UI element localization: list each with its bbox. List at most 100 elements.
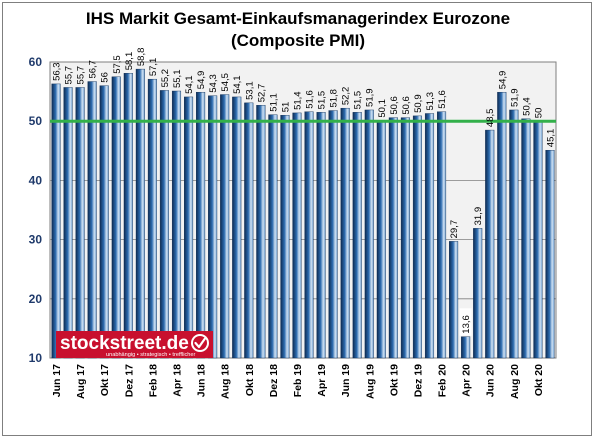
x-tick-label: Okt 18	[244, 364, 256, 396]
bar	[220, 94, 230, 359]
x-tick-label: Jun 20	[485, 364, 497, 397]
bar	[328, 110, 338, 359]
bar	[123, 73, 133, 359]
bar	[364, 109, 374, 359]
data-label: 51,9	[365, 88, 376, 107]
y-tick-label: 30	[29, 233, 43, 247]
data-label: 54,1	[232, 75, 243, 94]
data-label: 57,5	[112, 55, 123, 74]
bar	[533, 120, 543, 359]
y-tick-label: 40	[29, 173, 43, 187]
x-tick-label: Jun 17	[51, 364, 63, 397]
data-label: 56	[100, 72, 111, 83]
data-label: 50	[533, 108, 544, 119]
bar	[304, 111, 314, 359]
y-tick-label: 20	[29, 292, 43, 306]
stockstreet-watermark: stockstreet.de unabhängig • strategisch …	[56, 331, 213, 358]
bar	[545, 150, 555, 359]
data-label: 51,6	[437, 90, 448, 109]
bar	[292, 112, 302, 359]
data-label: 55,7	[76, 66, 87, 85]
data-label: 52,7	[256, 84, 267, 103]
data-label: 51,3	[425, 92, 436, 111]
data-label: 54,9	[497, 71, 508, 90]
y-tick-label: 60	[29, 55, 43, 69]
x-tick-label: Dez 17	[123, 364, 135, 397]
x-tick-label: Apr 18	[172, 364, 184, 397]
watermark-tagline: unabhängig • strategisch • trefflicher	[106, 352, 195, 358]
x-tick-label: Dez 18	[268, 364, 280, 397]
data-label: 50,6	[401, 96, 412, 115]
data-label: 50,9	[413, 94, 424, 113]
bar	[521, 118, 531, 359]
bar	[412, 115, 422, 359]
bar	[473, 228, 483, 359]
data-label: 51,8	[329, 89, 340, 108]
bar	[449, 241, 459, 359]
bar	[111, 76, 121, 359]
x-tick-label: Jun 19	[340, 364, 352, 397]
bar	[485, 129, 495, 359]
bar	[63, 87, 73, 359]
chart-subtitle: (Composite PMI)	[231, 31, 365, 50]
bar	[171, 90, 182, 359]
data-label: 54,5	[220, 73, 231, 92]
chart-title: IHS Markit Gesamt-Einkaufsmanagerindex E…	[86, 9, 510, 28]
x-tick-label: Okt 17	[99, 364, 111, 396]
bar	[376, 120, 386, 359]
x-tick-label: Jun 18	[196, 364, 208, 397]
bar	[232, 96, 242, 359]
bar	[461, 336, 471, 359]
x-tick-label: Okt 20	[533, 364, 545, 396]
bar	[340, 107, 350, 359]
data-label: 51,4	[292, 91, 303, 110]
data-label: 13,6	[461, 315, 472, 334]
data-label: 48,5	[485, 109, 496, 128]
x-tick-label: Aug 18	[220, 364, 232, 399]
checkmark-badge-icon	[191, 334, 209, 352]
bar	[352, 112, 362, 359]
data-label: 58,8	[136, 48, 147, 67]
x-tick-label: Okt 19	[388, 364, 400, 396]
plot-area	[49, 61, 557, 359]
data-label: 31,9	[473, 207, 484, 226]
data-label: 54,3	[208, 74, 219, 93]
x-tick-label: Feb 19	[292, 364, 304, 397]
data-label: 51,9	[509, 88, 520, 107]
data-label: 52,2	[341, 87, 352, 106]
data-label: 50,6	[389, 96, 400, 115]
data-label: 56,3	[52, 62, 63, 81]
bar	[159, 90, 169, 359]
data-label: 51	[280, 102, 291, 113]
y-tick-label: 50	[29, 114, 43, 128]
bar	[87, 81, 97, 359]
x-tick-label: Apr 20	[461, 364, 473, 397]
bar	[99, 85, 109, 359]
bar	[244, 102, 254, 359]
bar	[497, 91, 507, 359]
data-label: 50,4	[521, 97, 532, 116]
data-label: 51,1	[268, 93, 279, 112]
y-tick-label: 10	[29, 351, 43, 365]
data-label-background	[459, 308, 472, 336]
x-tick-label: Feb 20	[437, 364, 449, 397]
x-tick-label: Aug 20	[509, 364, 521, 399]
data-label: 55,7	[64, 66, 75, 85]
bar	[280, 115, 290, 359]
data-label: 51,6	[305, 90, 316, 109]
bar	[75, 87, 85, 359]
data-label: 29,7	[449, 220, 460, 239]
x-tick-label: Aug 17	[75, 364, 87, 399]
bar	[256, 105, 266, 359]
bar	[268, 114, 278, 359]
data-label: 54,9	[196, 71, 207, 90]
y-axis: 10 20 30 40 50 60	[29, 55, 43, 365]
bars	[51, 68, 555, 359]
x-tick-label: Apr 19	[316, 364, 328, 397]
data-label: 55,2	[160, 69, 171, 88]
bar	[196, 91, 206, 359]
data-label: 54,1	[184, 75, 195, 94]
watermark-text: stockstreet.de	[60, 333, 189, 354]
